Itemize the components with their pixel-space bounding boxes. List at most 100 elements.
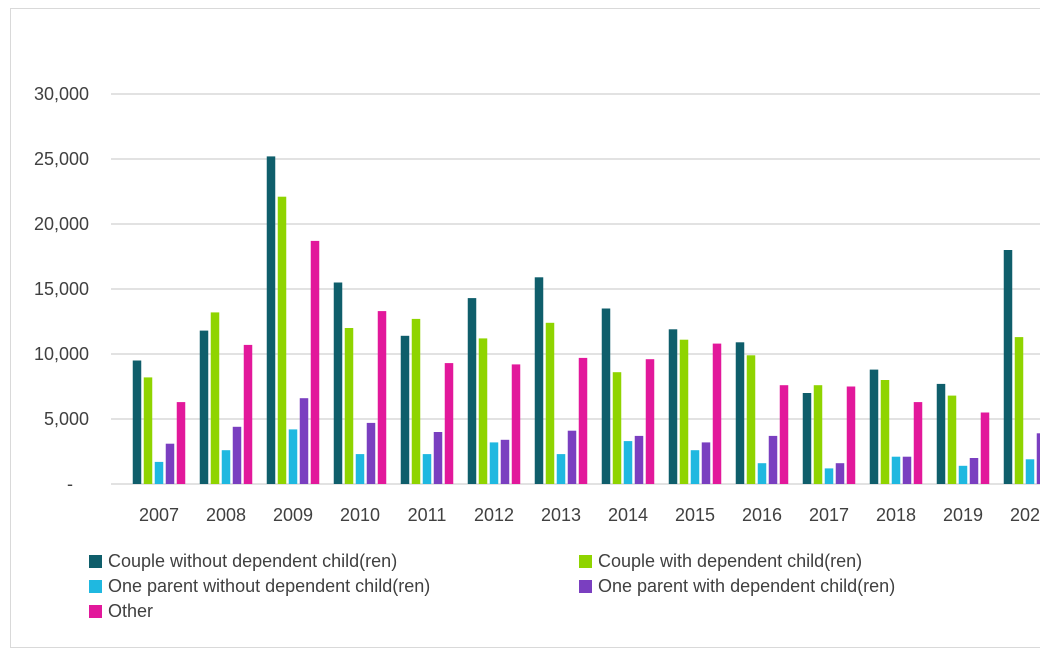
x-axis-ticks: 2007 2008 2009 2010 2011 2012 2013 2014 2015 2016… bbox=[139, 505, 1040, 525]
legend-swatch-other bbox=[89, 605, 102, 618]
bar-couple-without-2016 bbox=[735, 342, 745, 484]
bar-one-parent-without-2012 bbox=[489, 442, 499, 484]
x-tick-label: 2017 bbox=[809, 505, 849, 525]
bar-one-parent-without-2019 bbox=[958, 465, 968, 484]
y-tick-label: 15,000 bbox=[34, 279, 89, 299]
bar-one-parent-without-2020 bbox=[1025, 459, 1035, 484]
bar-one-parent-with-2018 bbox=[902, 456, 912, 484]
legend-row: Other bbox=[89, 599, 1040, 624]
legend-swatch-one-parent-without bbox=[89, 580, 102, 593]
bar-one-parent-with-2008 bbox=[232, 426, 242, 484]
bar-one-parent-with-2015 bbox=[701, 442, 711, 484]
bar-other-2008 bbox=[243, 344, 253, 484]
x-tick-label: 2008 bbox=[206, 505, 246, 525]
x-tick-label: 2007 bbox=[139, 505, 179, 525]
bar-one-parent-without-2007 bbox=[154, 461, 164, 484]
y-tick-label: 5,000 bbox=[44, 409, 89, 429]
bar-couple-without-2012 bbox=[467, 298, 477, 484]
legend-label: Other bbox=[108, 601, 154, 621]
legend-label: One parent without dependent child(ren) bbox=[108, 576, 431, 596]
legend-row: One parent without dependent child(ren) … bbox=[89, 574, 1040, 599]
legend-label: Couple with dependent child(ren) bbox=[598, 551, 863, 571]
bar-chart: - 5,000 10,000 15,000 20,000 25,000 30,000 200… bbox=[34, 84, 1040, 525]
x-tick-label: 2014 bbox=[608, 505, 648, 525]
x-tick-label: 2018 bbox=[876, 505, 916, 525]
legend-label: Couple without dependent child(ren) bbox=[108, 551, 398, 571]
bar-couple-with-2017 bbox=[813, 385, 823, 484]
bar-one-parent-without-2018 bbox=[891, 456, 901, 484]
bars bbox=[132, 156, 1040, 484]
bar-couple-with-2013 bbox=[545, 322, 555, 484]
bar-couple-with-2012 bbox=[478, 338, 488, 484]
bar-one-parent-without-2009 bbox=[288, 429, 298, 484]
legend-label: One parent with dependent child(ren) bbox=[598, 576, 896, 596]
bar-couple-with-2020 bbox=[1014, 337, 1024, 484]
bar-one-parent-without-2013 bbox=[556, 454, 566, 484]
bar-other-2012 bbox=[511, 364, 521, 484]
bar-other-2011 bbox=[444, 363, 454, 484]
x-tick-label: 2010 bbox=[340, 505, 380, 525]
bar-one-parent-with-2014 bbox=[634, 435, 644, 484]
bar-couple-without-2018 bbox=[869, 369, 879, 484]
bar-one-parent-with-2010 bbox=[366, 422, 376, 484]
bar-other-2019 bbox=[980, 412, 990, 484]
bar-one-parent-with-2012 bbox=[500, 439, 510, 484]
legend-item-couple-without: Couple without dependent child(ren) bbox=[89, 551, 579, 572]
bar-other-2010 bbox=[377, 311, 387, 484]
bar-one-parent-with-2017 bbox=[835, 463, 845, 484]
bar-one-parent-with-2019 bbox=[969, 458, 979, 484]
bar-couple-with-2007 bbox=[143, 377, 153, 484]
x-tick-label: 2015 bbox=[675, 505, 715, 525]
x-tick-label: 2011 bbox=[408, 505, 447, 525]
bar-one-parent-without-2014 bbox=[623, 441, 633, 484]
bar-couple-without-2015 bbox=[668, 329, 678, 484]
bar-couple-without-2007 bbox=[132, 360, 142, 484]
legend-item-one-parent-without: One parent without dependent child(ren) bbox=[89, 576, 579, 597]
legend-swatch-couple-with bbox=[579, 555, 592, 568]
bar-one-parent-with-2009 bbox=[299, 398, 309, 484]
bar-one-parent-without-2008 bbox=[221, 450, 231, 484]
bar-one-parent-with-2020 bbox=[1036, 433, 1040, 484]
x-tick-label: 2012 bbox=[474, 505, 514, 525]
bar-couple-with-2014 bbox=[612, 372, 622, 484]
bar-couple-with-2018 bbox=[880, 380, 890, 484]
bar-other-2009 bbox=[310, 240, 320, 484]
bar-one-parent-with-2011 bbox=[433, 432, 443, 484]
bar-couple-without-2008 bbox=[199, 330, 209, 484]
bar-one-parent-without-2016 bbox=[757, 463, 767, 484]
chart-frame: - 5,000 10,000 15,000 20,000 25,000 30,000 200… bbox=[10, 8, 1040, 648]
bar-couple-with-2016 bbox=[746, 355, 756, 484]
x-tick-label: 2019 bbox=[943, 505, 983, 525]
x-tick-label: 2016 bbox=[742, 505, 782, 525]
bar-one-parent-without-2017 bbox=[824, 468, 834, 484]
bar-couple-without-2011 bbox=[400, 335, 410, 484]
bar-couple-with-2019 bbox=[947, 395, 957, 484]
bar-one-parent-with-2013 bbox=[567, 430, 577, 484]
x-tick-label: 2020 bbox=[1010, 505, 1040, 525]
x-tick-label: 2013 bbox=[541, 505, 581, 525]
legend-swatch-couple-without bbox=[89, 555, 102, 568]
y-tick-label: - bbox=[67, 474, 73, 494]
bar-couple-without-2017 bbox=[802, 393, 812, 484]
bar-other-2015 bbox=[712, 343, 722, 484]
bar-couple-with-2015 bbox=[679, 339, 689, 484]
bar-couple-with-2011 bbox=[411, 318, 421, 484]
y-axis-ticks: - 5,000 10,000 15,000 20,000 25,000 30,000 bbox=[34, 84, 89, 494]
legend-row: Couple without dependent child(ren) Coup… bbox=[89, 549, 1040, 574]
legend-item-couple-with: Couple with dependent child(ren) bbox=[579, 551, 862, 572]
bar-one-parent-without-2010 bbox=[355, 454, 365, 484]
legend-item-other: Other bbox=[89, 601, 579, 622]
y-tick-label: 25,000 bbox=[34, 149, 89, 169]
legend: Couple without dependent child(ren) Coup… bbox=[89, 549, 1040, 624]
legend-item-one-parent-with: One parent with dependent child(ren) bbox=[579, 576, 895, 597]
bar-other-2014 bbox=[645, 359, 655, 484]
bar-couple-with-2010 bbox=[344, 328, 354, 484]
bar-one-parent-with-2016 bbox=[768, 435, 778, 484]
bar-couple-without-2020 bbox=[1003, 250, 1013, 484]
y-tick-label: 30,000 bbox=[34, 84, 89, 104]
bar-other-2007 bbox=[176, 402, 186, 484]
bar-other-2013 bbox=[578, 357, 588, 484]
bar-couple-without-2013 bbox=[534, 277, 544, 484]
x-tick-label: 2009 bbox=[273, 505, 313, 525]
legend-swatch-one-parent-with bbox=[579, 580, 592, 593]
